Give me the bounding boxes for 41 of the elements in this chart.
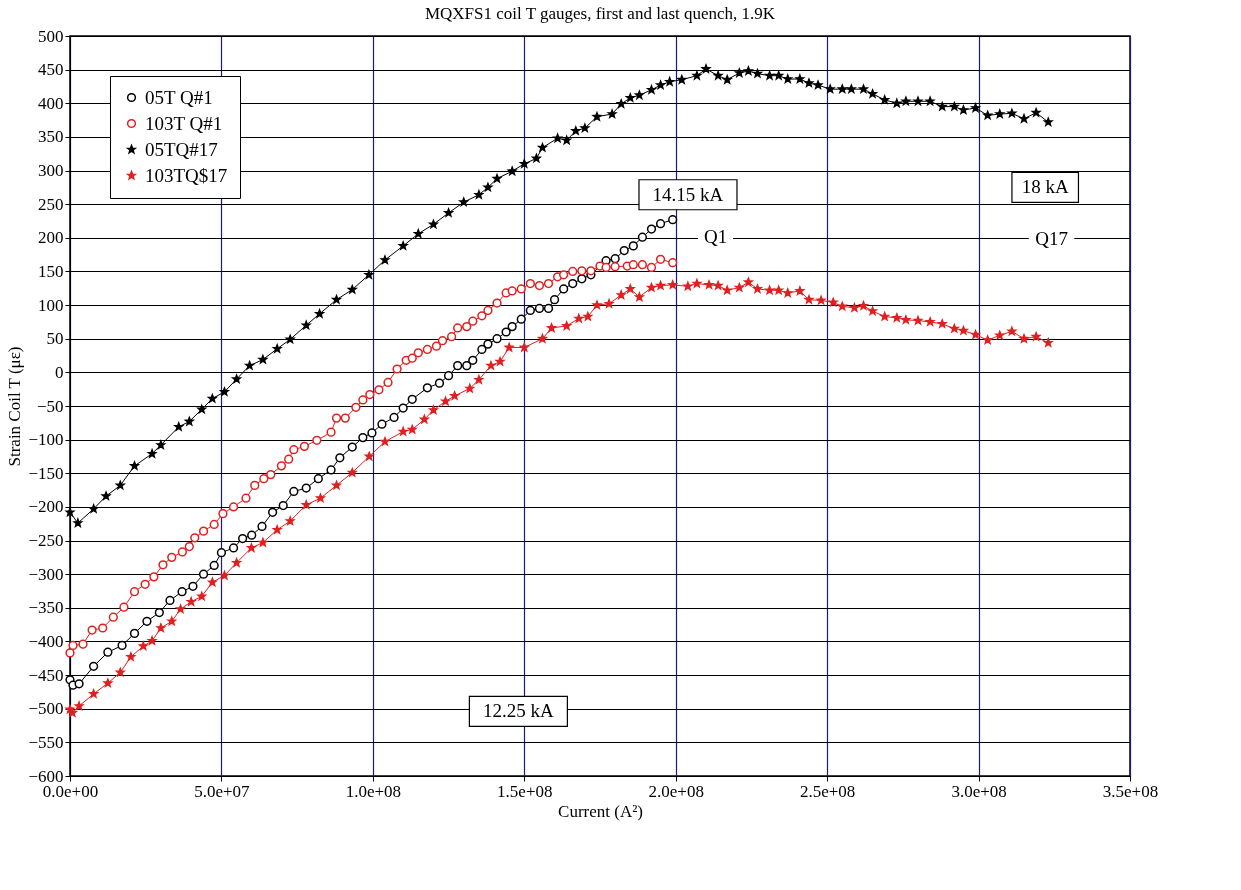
annotation: 14.15 kA	[652, 183, 724, 205]
legend-label: 103TQ$17	[145, 164, 228, 186]
y-tick-label: −250	[28, 531, 64, 551]
y-tick-label: 100	[38, 295, 64, 315]
annotation: 18 kA	[1021, 176, 1069, 198]
y-tick-label: −150	[28, 463, 64, 483]
legend-label: 103T Q#1	[145, 112, 223, 134]
x-tick-label: 5.0e+07	[194, 781, 251, 801]
y-tick-label: 450	[38, 60, 64, 80]
y-tick-label: 250	[38, 194, 64, 214]
y-tick-label: 150	[38, 261, 64, 281]
x-tick-label: 3.5e+08	[1102, 781, 1159, 801]
y-tick-label: 400	[38, 93, 64, 113]
annotation: Q1	[703, 225, 728, 247]
y-tick-label: −450	[28, 665, 64, 685]
y-tick-label: 350	[38, 127, 64, 147]
annotation: 12.25 kA	[483, 700, 555, 722]
y-tick-label: −500	[28, 699, 64, 719]
x-tick-label: 3.0e+08	[951, 781, 1007, 801]
legend-label: 05TQ#17	[145, 138, 218, 160]
annotation: Q17	[1035, 227, 1068, 249]
y-tick-label: −100	[28, 430, 64, 450]
y-tick-label: 0	[55, 362, 64, 382]
y-tick-label: −50	[36, 396, 64, 416]
y-tick-label: −550	[28, 732, 64, 752]
y-tick-label: −300	[28, 564, 64, 584]
x-tick-label: 1.0e+08	[345, 781, 402, 801]
y-tick-label: −350	[28, 598, 64, 618]
y-axis-title: Strain Coil T (με)	[5, 346, 25, 467]
y-tick-label: −200	[28, 497, 64, 517]
legend-label: 05T Q#1	[145, 86, 213, 108]
y-tick-label: 300	[38, 161, 64, 181]
x-tick-label: 1.5e+08	[497, 781, 553, 801]
chart-title: MQXFS1 coil T gauges, first and last quench, 1.9K	[424, 4, 776, 23]
y-tick-label: −400	[28, 631, 64, 651]
x-axis-title: Current (A²)	[558, 801, 643, 821]
y-tick-label: 500	[38, 26, 64, 46]
x-tick-label: 2.0e+08	[648, 781, 704, 801]
x-tick-label: 2.5e+08	[799, 781, 856, 801]
y-tick-label: 200	[38, 228, 64, 248]
y-tick-label: 50	[46, 329, 64, 349]
